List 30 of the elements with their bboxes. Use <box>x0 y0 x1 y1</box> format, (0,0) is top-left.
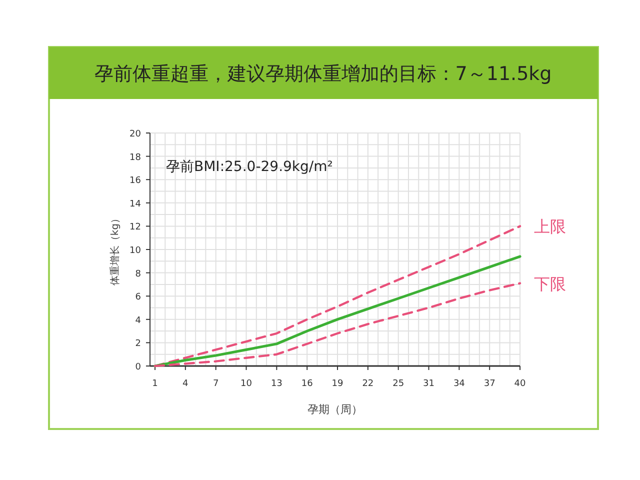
x-tick-label: 13 <box>270 379 282 389</box>
x-tick-label: 40 <box>514 379 526 389</box>
x-axis-title: 孕期（周） <box>308 403 362 416</box>
y-tick-label: 20 <box>130 130 142 140</box>
y-tick-label: 10 <box>130 246 142 256</box>
annotation: 孕前BMI:25.0-29.9kg/m² <box>166 159 333 175</box>
y-tick-label: 0 <box>135 362 142 372</box>
y-tick-label: 6 <box>135 292 142 303</box>
x-tick-label: 22 <box>362 379 374 389</box>
series-label: 下限 <box>534 274 566 294</box>
chart-title: 孕前体重超重，建议孕期体重增加的目标：7～11.5kg <box>94 63 552 85</box>
y-axis-title: 体重增长（kg） <box>109 213 121 286</box>
x-tick-label: 1 <box>152 379 158 389</box>
y-tick-label: 14 <box>130 199 142 210</box>
y-tick-label: 12 <box>130 222 141 233</box>
series-label: 上限 <box>534 217 566 236</box>
y-tick-label: 8 <box>135 269 142 280</box>
x-tick-label: 31 <box>423 379 434 389</box>
x-tick-label: 4 <box>182 379 189 389</box>
x-tick-label: 25 <box>392 379 404 389</box>
x-tick-label: 34 <box>453 379 466 389</box>
x-tick-label: 10 <box>240 379 252 389</box>
y-tick-label: 16 <box>130 176 142 186</box>
x-tick-label: 19 <box>332 379 344 389</box>
x-tick-label: 37 <box>484 379 496 389</box>
y-tick-label: 4 <box>135 316 142 326</box>
y-tick-label: 2 <box>135 339 141 350</box>
x-tick-label: 7 <box>212 379 219 389</box>
x-tick-label: 16 <box>301 379 314 389</box>
y-tick-label: 18 <box>130 152 142 163</box>
